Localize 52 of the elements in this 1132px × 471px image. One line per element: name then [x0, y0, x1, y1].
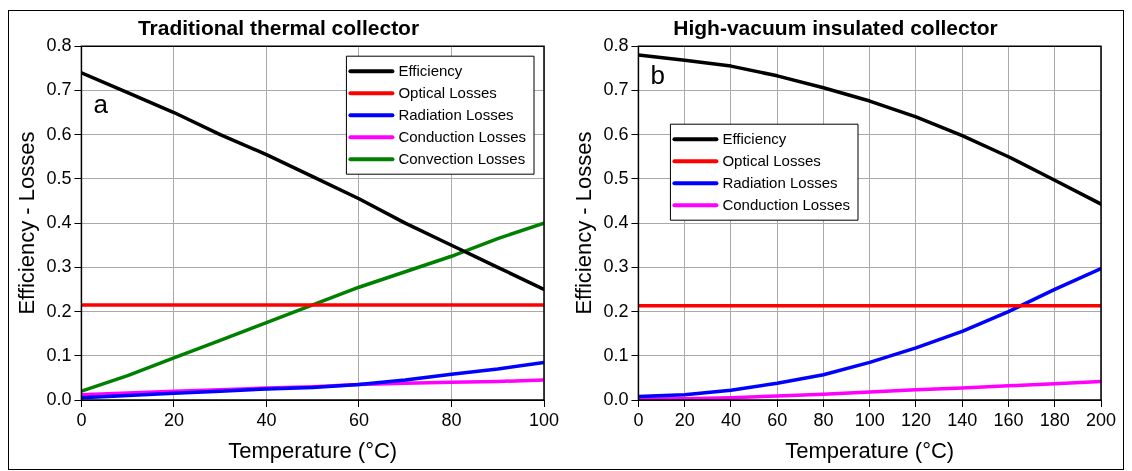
x-tick-label: 0: [633, 409, 644, 430]
x-tick-label: 200: [1085, 409, 1117, 430]
x-axis-title: Temperature (°C): [228, 437, 398, 463]
y-tick-label: 0.1: [46, 344, 72, 365]
y-axis-title: Efficiency - Losses: [571, 131, 597, 315]
legend-label: Conduction Losses: [722, 196, 851, 214]
x-tick-label: 60: [348, 409, 369, 430]
x-tick-label: 40: [720, 409, 741, 430]
y-tick-label: 0.8: [46, 35, 72, 56]
x-tick-label: 60: [767, 409, 788, 430]
y-tick-label: 0.8: [603, 35, 629, 56]
x-tick-label: 180: [1039, 409, 1070, 430]
x-tick-label: 80: [813, 409, 834, 430]
legend-label: Conduction Losses: [398, 128, 527, 146]
annotation: b: [650, 59, 665, 90]
legend-label: Efficiency: [398, 62, 463, 80]
annotation: a: [93, 88, 109, 119]
y-tick-label: 0.7: [46, 79, 72, 100]
y-tick-label: 0.6: [603, 123, 629, 144]
x-axis-title: Temperature (°C): [785, 437, 955, 463]
legend-label: Efficiency: [722, 130, 787, 148]
x-tick-label: 20: [674, 409, 695, 430]
y-tick-label: 0.2: [46, 300, 72, 321]
legend-label: Convection Losses: [398, 150, 526, 168]
y-tick-label: 0.7: [603, 79, 629, 100]
y-tick-label: 0.0: [46, 388, 72, 409]
y-tick-label: 0.4: [46, 212, 72, 233]
legend-label: Radiation Losses: [722, 174, 838, 192]
y-tick-label: 0.3: [46, 256, 72, 277]
y-tick-label: 0.6: [46, 123, 72, 144]
y-tick-label: 0.0: [603, 388, 629, 409]
x-tick-label: 160: [993, 409, 1024, 430]
x-tick-label: 20: [163, 409, 184, 430]
y-axis-title: Efficiency - Losses: [14, 131, 40, 315]
legend-label: Radiation Losses: [398, 106, 514, 124]
y-tick-label: 0.4: [603, 212, 629, 233]
x-tick-label: 100: [854, 409, 885, 430]
x-tick-label: 40: [256, 409, 277, 430]
legend-label: Optical Losses: [398, 84, 497, 102]
y-tick-label: 0.5: [46, 167, 72, 188]
y-tick-label: 0.1: [603, 344, 629, 365]
x-tick-label: 80: [441, 409, 462, 430]
y-tick-label: 0.2: [603, 300, 629, 321]
y-tick-label: 0.3: [603, 256, 629, 277]
y-tick-label: 0.5: [603, 167, 629, 188]
chart-title: Traditional thermal collector: [137, 16, 420, 40]
legend-label: Optical Losses: [722, 152, 821, 170]
x-tick-label: 100: [528, 409, 560, 430]
x-tick-label: 140: [947, 409, 978, 430]
x-tick-label: 0: [76, 409, 87, 430]
x-tick-label: 120: [900, 409, 931, 430]
chart-title: High-vacuum insulated collector: [673, 16, 998, 40]
